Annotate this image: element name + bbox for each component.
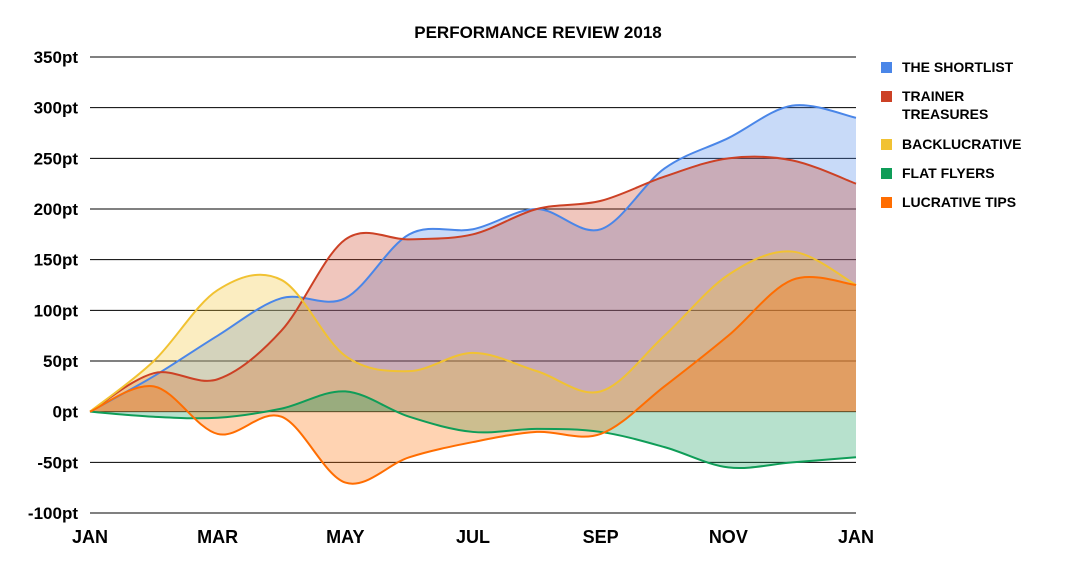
x-tick-label: SEP [583, 527, 619, 547]
x-tick-label: JUL [456, 527, 490, 547]
y-tick-label: 300pt [34, 99, 79, 118]
area-lucrative-tips [90, 277, 856, 484]
series-lines [89, 104, 857, 485]
y-tick-label: 350pt [34, 48, 79, 67]
legend-swatch-lucrative-tips [881, 197, 892, 208]
line-backlucrative [89, 250, 857, 413]
x-tick-label: JAN [838, 527, 874, 547]
legend-label-trainer-treasures: TRAINER TREASURES [902, 88, 988, 122]
legend-swatch-trainer-treasures [881, 91, 892, 102]
area-trainer-treasures [90, 156, 856, 412]
area-flat-flyers [90, 391, 856, 469]
y-tick-label: 150pt [34, 251, 79, 270]
line-flat-flyers [89, 390, 857, 469]
x-tick-label: MAR [197, 527, 238, 547]
legend-label-lucrative-tips: LUCRATIVE TIPS [902, 194, 1016, 210]
legend-label-flat-flyers: FLAT FLYERS [902, 165, 995, 181]
legend-label-the-shortlist: THE SHORTLIST [902, 59, 1014, 75]
legend-label-backlucrative: BACKLUCRATIVE [902, 136, 1022, 152]
x-axis-ticks: JAN MAR MAY JUL SEP NOV JAN [72, 527, 874, 547]
y-tick-label: 50pt [43, 352, 78, 371]
y-tick-label: 100pt [34, 301, 79, 320]
line-trainer-treasures [89, 155, 857, 413]
line-the-shortlist [89, 104, 857, 413]
y-tick-label: 0pt [53, 403, 79, 422]
y-tick-label: -50pt [37, 453, 78, 472]
line-lucrative-tips [89, 276, 857, 485]
y-axis-ticks: 350pt 300pt 250pt 200pt 150pt 100pt 50pt 0pt -50… [28, 48, 78, 523]
gridlines [90, 56, 856, 514]
chart-title: PERFORMANCE REVIEW 2018 [414, 23, 662, 42]
legend-swatch-flat-flyers [881, 168, 892, 179]
legend-swatch-backlucrative [881, 139, 892, 150]
area-backlucrative [90, 251, 856, 412]
legend: THE SHORTLIST TRAINER TREASURES BACKLUCRATI… [881, 59, 1022, 210]
y-tick-label: 200pt [34, 200, 79, 219]
x-tick-label: JAN [72, 527, 108, 547]
y-tick-label: 250pt [34, 149, 79, 168]
legend-swatch-the-shortlist [881, 62, 892, 73]
x-tick-label: MAY [326, 527, 364, 547]
y-tick-label: -100pt [28, 504, 78, 523]
x-tick-label: NOV [709, 527, 748, 547]
